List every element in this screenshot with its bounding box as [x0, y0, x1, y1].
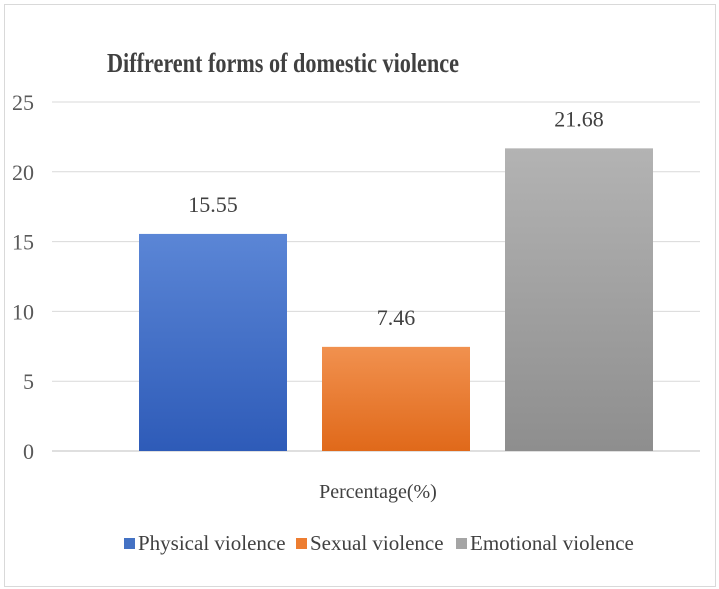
legend-label: Sexual violence	[310, 531, 444, 555]
bar-sexual-violence	[322, 346, 470, 451]
y-tick-label: 10	[12, 299, 34, 324]
y-tick-label: 25	[12, 90, 34, 115]
data-label: 21.68	[554, 106, 604, 131]
data-labels: 15.55 7.46 21.68	[188, 106, 604, 330]
y-axis-ticks: 0 5 10 15 20 25	[12, 90, 34, 464]
bars	[139, 148, 653, 451]
bar-physical-violence	[139, 233, 287, 451]
data-label: 7.46	[377, 305, 416, 330]
legend-swatch	[124, 538, 135, 549]
chart-title: Diffrerent forms of domestic violence	[107, 48, 459, 78]
legend: Physical violence Sexual violence Emotiona…	[124, 531, 634, 555]
x-axis-label: Percentage(%)	[319, 481, 437, 503]
y-tick-label: 20	[12, 160, 34, 185]
y-tick-label: 0	[23, 439, 34, 464]
data-label: 15.55	[188, 192, 238, 217]
y-tick-label: 5	[23, 369, 34, 394]
legend-label: Physical violence	[138, 531, 286, 555]
legend-label: Emotional violence	[470, 531, 634, 555]
y-tick-label: 15	[12, 230, 34, 255]
bar-emotional-violence	[505, 148, 653, 451]
legend-swatch	[296, 538, 307, 549]
legend-swatch	[456, 538, 467, 549]
